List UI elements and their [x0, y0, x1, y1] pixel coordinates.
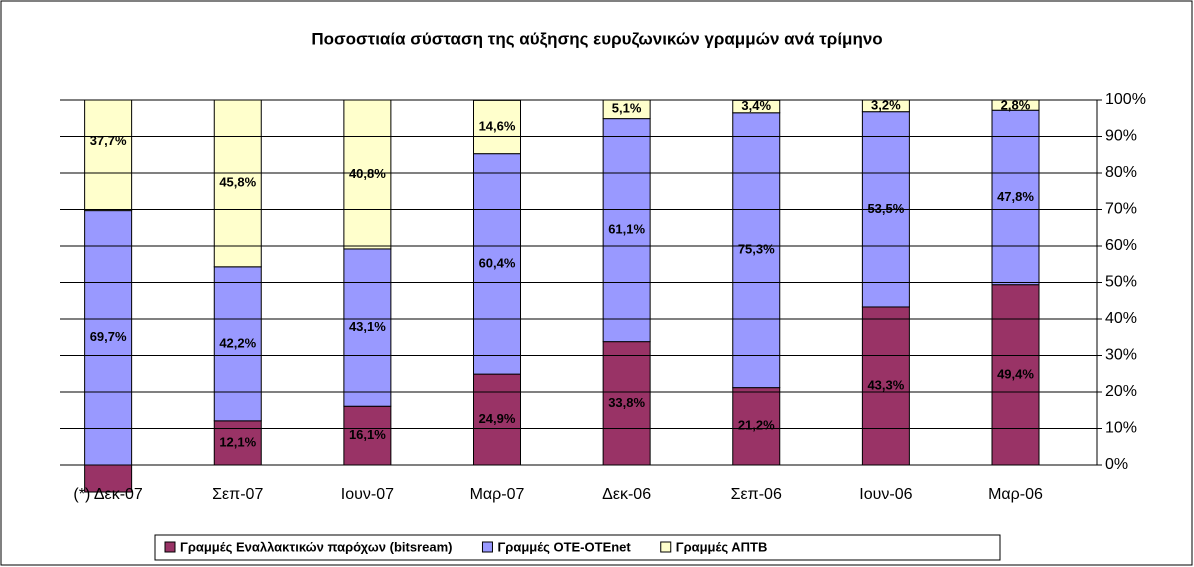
y-tick-label: 10%: [1105, 420, 1137, 437]
bar-segment: [343, 405, 392, 466]
legend-swatch: [660, 541, 672, 553]
bar-segment: [343, 100, 392, 250]
value-label: 5,1%: [612, 101, 642, 116]
bar-segment: [861, 306, 910, 466]
value-label: 43,1%: [349, 319, 386, 334]
y-tick-label: 60%: [1105, 237, 1137, 254]
bar-segment: [732, 387, 781, 466]
x-tick-label: Ιουν-06: [859, 486, 912, 503]
value-label: 24,9%: [479, 411, 516, 426]
bar-segment: [602, 341, 651, 466]
y-tick-label: 70%: [1105, 201, 1137, 218]
value-label: 49,4%: [997, 366, 1034, 381]
y-tick-label: 90%: [1105, 128, 1137, 145]
y-tick-label: 0%: [1105, 456, 1128, 473]
value-label: 53,5%: [867, 201, 904, 216]
value-label: 61,1%: [608, 222, 645, 237]
bar-segment: [473, 153, 522, 375]
value-label: 42,2%: [219, 335, 256, 350]
legend-swatch: [164, 541, 176, 553]
value-label: 40,8%: [349, 166, 386, 181]
value-label: 75,3%: [738, 242, 775, 257]
y-tick-label: 30%: [1105, 347, 1137, 364]
legend-swatch: [481, 541, 493, 553]
value-label: 33,8%: [608, 395, 645, 410]
value-label: 14,6%: [479, 118, 516, 133]
bar-segment: [213, 266, 262, 422]
value-label: 69,7%: [90, 329, 127, 344]
value-label: 21,2%: [738, 418, 775, 433]
bar-segment: [732, 112, 781, 389]
chart-title: Ποσοστιαία σύσταση της αύξησης ευρυζωνικ…: [311, 29, 882, 48]
x-tick-label: Σεπ-06: [731, 486, 782, 503]
legend-label: Γραμμές ΟΤΕ-ΟΤΕnet: [497, 539, 631, 554]
value-label: 45,8%: [219, 175, 256, 190]
bar-segment: [861, 100, 910, 113]
legend-box: [154, 534, 1001, 561]
value-label: 3,2%: [871, 97, 901, 112]
value-label: 2,8%: [1001, 97, 1031, 112]
bar-segment: [213, 100, 262, 268]
legend-label: Γραμμές Εναλλακτικών παρόχων (bitsream): [180, 539, 452, 554]
y-tick-label: 80%: [1105, 164, 1137, 181]
value-label: 12,1%: [219, 434, 256, 449]
bar-segment: [991, 109, 1040, 286]
x-tick-label: Μαρ-07: [470, 486, 525, 503]
bar-segment: [84, 100, 133, 212]
y-tick-label: 100%: [1105, 91, 1146, 108]
bar-segment: [84, 464, 133, 493]
value-label: 43,3%: [867, 377, 904, 392]
value-label: 37,7%: [90, 133, 127, 148]
x-tick-label: Δεκ-06: [602, 486, 651, 503]
bar-segment: [84, 210, 133, 466]
bar-segment: [991, 100, 1040, 111]
value-label: 3,4%: [741, 98, 771, 113]
y-tick-label: 20%: [1105, 383, 1137, 400]
value-label: 60,4%: [479, 255, 516, 270]
bar-segment: [602, 118, 651, 343]
x-tick-label: (*) Δεκ-07: [73, 486, 142, 503]
bar-segment: [991, 284, 1040, 466]
value-label: 16,1%: [349, 427, 386, 442]
x-tick-label: Ιουν-07: [341, 486, 394, 503]
y-tick-label: 40%: [1105, 310, 1137, 327]
value-label: 47,8%: [997, 189, 1034, 204]
bar-segment: [473, 373, 522, 466]
x-tick-label: Μαρ-06: [988, 486, 1043, 503]
y-tick-label: 50%: [1105, 274, 1137, 291]
legend-label: Γραμμές ΑΠΤΒ: [676, 539, 768, 554]
x-tick-label: Σεπ-07: [212, 486, 263, 503]
bar-segment: [602, 100, 651, 120]
